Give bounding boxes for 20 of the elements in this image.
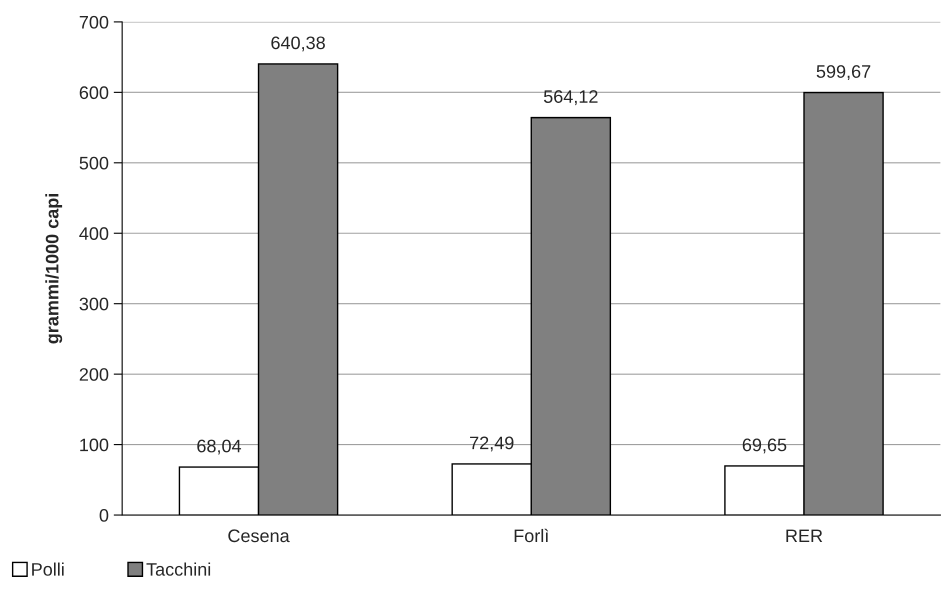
data-label: 68,04 xyxy=(197,440,242,455)
y-axis-title: grammi/1000 capi xyxy=(45,194,62,344)
x-tick-label: RER xyxy=(786,530,822,542)
y-tick-label: 700 xyxy=(80,16,108,29)
legend-label: Polli xyxy=(32,562,64,576)
y-tick-label: 500 xyxy=(80,156,108,170)
y-tick-label: 200 xyxy=(80,368,108,381)
data-label: 69,65 xyxy=(742,438,786,454)
y-tick-label: 100 xyxy=(80,438,108,452)
y-tick-label: 0 xyxy=(100,508,108,522)
x-tick-label: Cesena xyxy=(228,529,290,542)
data-label: 599,67 xyxy=(816,65,870,80)
y-tick-label: 600 xyxy=(80,86,108,100)
legend-label: Tacchini xyxy=(146,562,210,576)
data-label: 72,49 xyxy=(470,436,514,452)
data-label: 640,38 xyxy=(271,36,325,52)
y-tick-label: 300 xyxy=(80,298,108,310)
x-tick-label: Forlì xyxy=(514,528,548,542)
y-tick-label: 400 xyxy=(79,227,108,240)
data-label: 564,12 xyxy=(544,90,598,106)
